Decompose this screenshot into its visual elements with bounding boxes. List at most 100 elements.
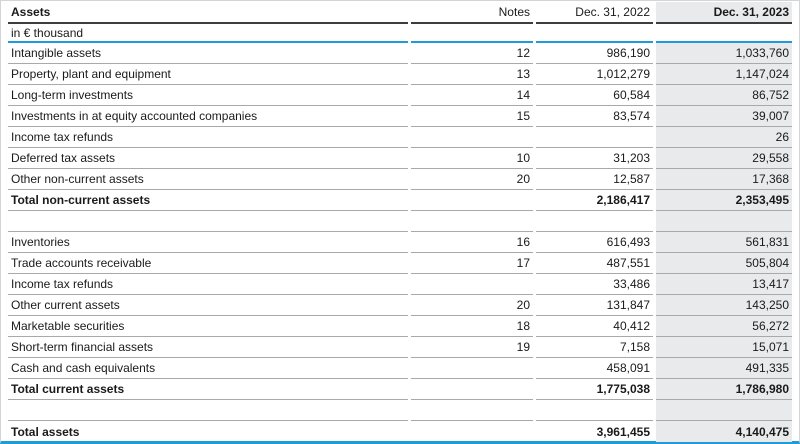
value-2022-cell <box>536 211 653 232</box>
value-2022-cell: 458,091 <box>536 358 653 379</box>
column-header-notes: Notes <box>411 2 533 24</box>
unit-label: in € thousand <box>8 24 408 43</box>
asset-label-cell: Other current assets <box>8 295 408 316</box>
asset-label-cell: Intangible assets <box>8 43 408 64</box>
asset-label-cell: Inventories <box>8 232 408 253</box>
note-cell: 12 <box>411 43 533 64</box>
value-2022-cell: 1,775,038 <box>536 379 653 400</box>
column-header-dec-31-2023: Dec. 31, 2023 <box>656 2 792 24</box>
table-row: Income tax refunds 26 <box>8 127 792 148</box>
column-header-dec-31-2022: Dec. 31, 2022 <box>536 2 653 24</box>
value-2023-cell <box>656 211 792 232</box>
value-2022-cell: 3,961,455 <box>536 421 653 442</box>
value-2023-cell: 13,417 <box>656 274 792 295</box>
note-cell <box>411 190 533 211</box>
financial-statement-sheet: Assets Notes Dec. 31, 2022 Dec. 31, 2023… <box>0 0 800 444</box>
note-cell: 20 <box>411 169 533 190</box>
value-2023-cell: 1,147,024 <box>656 64 792 85</box>
asset-label-cell: Long-term investments <box>8 85 408 106</box>
value-2023-cell: 505,804 <box>656 253 792 274</box>
table-row: Marketable securities 18 40,412 56,272 <box>8 316 792 337</box>
asset-label-cell: Short-term financial assets <box>8 337 408 358</box>
value-2022-cell: 616,493 <box>536 232 653 253</box>
value-2023-cell: 491,335 <box>656 358 792 379</box>
table-row: Long-term investments 14 60,584 86,752 <box>8 85 792 106</box>
value-2022-cell: 986,190 <box>536 43 653 64</box>
table-row: Other non-current assets 20 12,587 17,36… <box>8 169 792 190</box>
unit-cell-2023 <box>656 24 792 43</box>
asset-label-cell: Cash and cash equivalents <box>8 358 408 379</box>
value-2022-cell: 12,587 <box>536 169 653 190</box>
note-cell: 20 <box>411 295 533 316</box>
value-2022-cell: 83,574 <box>536 106 653 127</box>
unit-cell-2022 <box>536 24 653 43</box>
table-header-row: Assets Notes Dec. 31, 2022 Dec. 31, 2023 <box>8 2 792 24</box>
value-2022-cell: 40,412 <box>536 316 653 337</box>
asset-label-cell: Property, plant and equipment <box>8 64 408 85</box>
asset-label-cell <box>8 400 408 421</box>
value-2022-cell <box>536 127 653 148</box>
column-header-assets: Assets <box>8 2 408 24</box>
asset-label-cell: Marketable securities <box>8 316 408 337</box>
table-row: Short-term financial assets 19 7,158 15,… <box>8 337 792 358</box>
asset-label-cell: Other non-current assets <box>8 169 408 190</box>
asset-label-cell: Total assets <box>8 421 408 442</box>
table-row: Trade accounts receivable 17 487,551 505… <box>8 253 792 274</box>
value-2022-cell: 131,847 <box>536 295 653 316</box>
table-row: Investments in at equity accounted compa… <box>8 106 792 127</box>
note-cell <box>411 274 533 295</box>
value-2023-cell <box>656 400 792 421</box>
note-cell: 13 <box>411 64 533 85</box>
value-2022-cell: 60,584 <box>536 85 653 106</box>
note-cell: 14 <box>411 85 533 106</box>
value-2023-cell: 4,140,475 <box>656 421 792 442</box>
note-cell: 15 <box>411 106 533 127</box>
note-cell: 17 <box>411 253 533 274</box>
unit-row: in € thousand <box>8 24 792 43</box>
table-row: Deferred tax assets 10 31,203 29,558 <box>8 148 792 169</box>
value-2022-cell: 2,186,417 <box>536 190 653 211</box>
value-2022-cell: 487,551 <box>536 253 653 274</box>
value-2023-cell: 17,368 <box>656 169 792 190</box>
asset-label-cell: Investments in at equity accounted compa… <box>8 106 408 127</box>
table-row: Cash and cash equivalents 458,091 491,33… <box>8 358 792 379</box>
value-2023-cell: 29,558 <box>656 148 792 169</box>
note-cell <box>411 358 533 379</box>
value-2022-cell <box>536 400 653 421</box>
asset-label-cell: Income tax refunds <box>8 274 408 295</box>
value-2023-cell: 39,007 <box>656 106 792 127</box>
asset-label-cell: Total non-current assets <box>8 190 408 211</box>
note-cell: 16 <box>411 232 533 253</box>
note-cell <box>411 379 533 400</box>
note-cell <box>411 127 533 148</box>
value-2023-cell: 1,033,760 <box>656 43 792 64</box>
value-2023-cell: 86,752 <box>656 85 792 106</box>
note-cell: 19 <box>411 337 533 358</box>
asset-label-cell <box>8 211 408 232</box>
asset-label-cell: Deferred tax assets <box>8 148 408 169</box>
note-cell <box>411 211 533 232</box>
value-2023-cell: 143,250 <box>656 295 792 316</box>
value-2022-cell: 31,203 <box>536 148 653 169</box>
table-row: Total current assets 1,775,038 1,786,980 <box>8 379 792 400</box>
asset-label-cell: Trade accounts receivable <box>8 253 408 274</box>
note-cell <box>411 421 533 442</box>
asset-label-cell: Income tax refunds <box>8 127 408 148</box>
value-2023-cell: 15,071 <box>656 337 792 358</box>
note-cell: 10 <box>411 148 533 169</box>
table-row: Other current assets 20 131,847 143,250 <box>8 295 792 316</box>
table-row: Property, plant and equipment 13 1,012,2… <box>8 64 792 85</box>
table-row: Intangible assets 12 986,190 1,033,760 <box>8 43 792 64</box>
spacer-row <box>8 211 792 232</box>
value-2023-cell: 561,831 <box>656 232 792 253</box>
assets-balance-table: Assets Notes Dec. 31, 2022 Dec. 31, 2023… <box>5 2 795 442</box>
table-row: Income tax refunds 33,486 13,417 <box>8 274 792 295</box>
value-2023-cell: 56,272 <box>656 316 792 337</box>
value-2022-cell: 7,158 <box>536 337 653 358</box>
value-2022-cell: 1,012,279 <box>536 64 653 85</box>
value-2023-cell: 2,353,495 <box>656 190 792 211</box>
value-2022-cell: 33,486 <box>536 274 653 295</box>
value-2023-cell: 1,786,980 <box>656 379 792 400</box>
note-cell <box>411 400 533 421</box>
asset-label-cell: Total current assets <box>8 379 408 400</box>
